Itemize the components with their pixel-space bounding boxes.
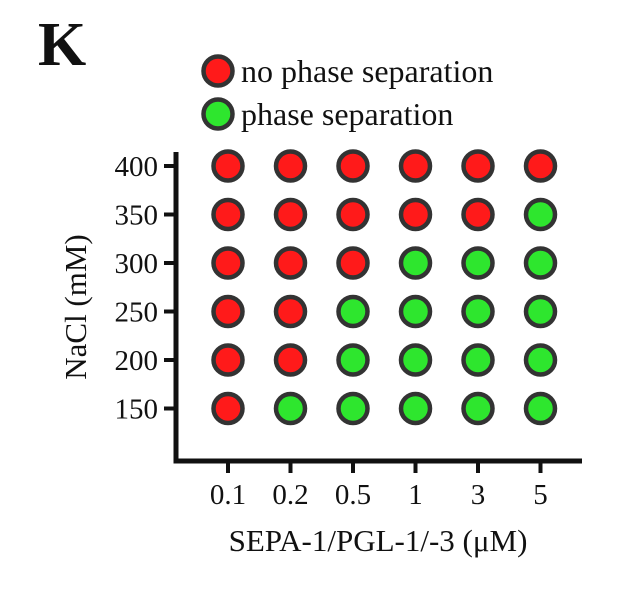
axis-labels: 400 350 300 250 200 150 0.1 0.2 0.5 1 3 5SEPA-1/PGL… bbox=[58, 151, 548, 558]
data-point bbox=[336, 391, 370, 426]
x-axis-title: SEPA-1/PGL-1/-3 (μM) bbox=[229, 523, 528, 558]
x-tick-label: 3 bbox=[471, 479, 486, 511]
data-point bbox=[461, 294, 495, 329]
y-tick-label: 250 bbox=[115, 297, 159, 329]
data-point bbox=[398, 246, 433, 280]
data-point bbox=[523, 149, 558, 183]
data-point bbox=[398, 391, 433, 426]
legend-label-no: no phase separation bbox=[241, 53, 493, 89]
data-point bbox=[398, 149, 433, 183]
legend: no phase separation phase separation bbox=[201, 53, 493, 132]
data-point bbox=[523, 197, 558, 232]
y-tick-label: 300 bbox=[115, 248, 159, 280]
data-point bbox=[523, 343, 558, 377]
data-point bbox=[273, 343, 308, 377]
data-point bbox=[398, 294, 433, 329]
data-point bbox=[211, 246, 245, 280]
data-points bbox=[211, 149, 558, 426]
x-tick-label: 0.1 bbox=[210, 479, 246, 511]
data-point bbox=[398, 197, 433, 232]
y-tick-label: 150 bbox=[115, 394, 159, 426]
y-axis-title: NaCl (mM) bbox=[58, 234, 93, 380]
legend-marker-no bbox=[201, 54, 235, 88]
data-point bbox=[211, 391, 245, 426]
data-point bbox=[461, 391, 495, 426]
y-tick-label: 400 bbox=[115, 151, 159, 183]
axes bbox=[164, 152, 582, 473]
legend-marker-yes bbox=[201, 97, 235, 131]
data-point bbox=[336, 246, 370, 280]
legend-label-yes: phase separation bbox=[241, 96, 453, 132]
data-point bbox=[273, 149, 308, 183]
data-point bbox=[273, 294, 308, 329]
data-point bbox=[273, 197, 308, 232]
data-point bbox=[336, 343, 370, 377]
data-point bbox=[273, 391, 308, 426]
data-point bbox=[336, 197, 370, 232]
panel-label: K bbox=[38, 11, 87, 79]
x-tick-label: 0.2 bbox=[272, 479, 308, 511]
data-point bbox=[336, 294, 370, 329]
data-point bbox=[211, 197, 245, 232]
x-tick-label: 1 bbox=[408, 479, 423, 511]
data-point bbox=[461, 343, 495, 377]
data-point bbox=[398, 343, 433, 377]
data-point bbox=[273, 246, 308, 280]
data-point bbox=[211, 343, 245, 377]
y-tick-label: 200 bbox=[115, 345, 159, 377]
data-point bbox=[336, 149, 370, 183]
data-point bbox=[523, 246, 558, 280]
data-point bbox=[461, 246, 495, 280]
data-point bbox=[211, 294, 245, 329]
data-point bbox=[461, 149, 495, 183]
x-tick-label: 0.5 bbox=[335, 479, 371, 511]
data-point bbox=[523, 391, 558, 426]
x-tick-label: 5 bbox=[533, 479, 548, 511]
data-point bbox=[523, 294, 558, 329]
y-tick-label: 350 bbox=[115, 200, 159, 232]
data-point bbox=[211, 149, 245, 183]
data-point bbox=[461, 197, 495, 232]
